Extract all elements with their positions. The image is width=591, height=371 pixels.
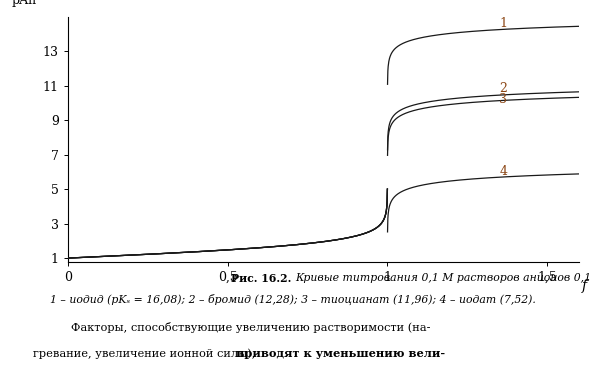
Text: Кривые титрования 0,1 М растворов анионов 0,1 М AgNO₃: Кривые титрования 0,1 М растворов анионо… [296, 273, 591, 283]
Text: гревание, увеличение ионной силы),: гревание, увеличение ионной силы), [33, 348, 258, 359]
Text: 1: 1 [499, 17, 507, 30]
Text: 4: 4 [499, 165, 507, 178]
Text: Факторы, способствующие увеличению растворимости (на-: Факторы, способствующие увеличению раств… [71, 322, 430, 333]
Text: приводят к уменьшению вели-: приводят к уменьшению вели- [236, 348, 446, 359]
Text: 3: 3 [499, 93, 507, 106]
Text: pAn: pAn [12, 0, 37, 7]
Text: 2: 2 [499, 82, 507, 95]
Text: Рис. 16.2.: Рис. 16.2. [231, 273, 296, 284]
Text: 1 – иодид (pKₛ = 16,08); 2 – бромид (12,28); 3 – тиоцианат (11,96); 4 – иодат (7: 1 – иодид (pKₛ = 16,08); 2 – бромид (12,… [50, 294, 536, 305]
Text: f: f [582, 279, 587, 293]
